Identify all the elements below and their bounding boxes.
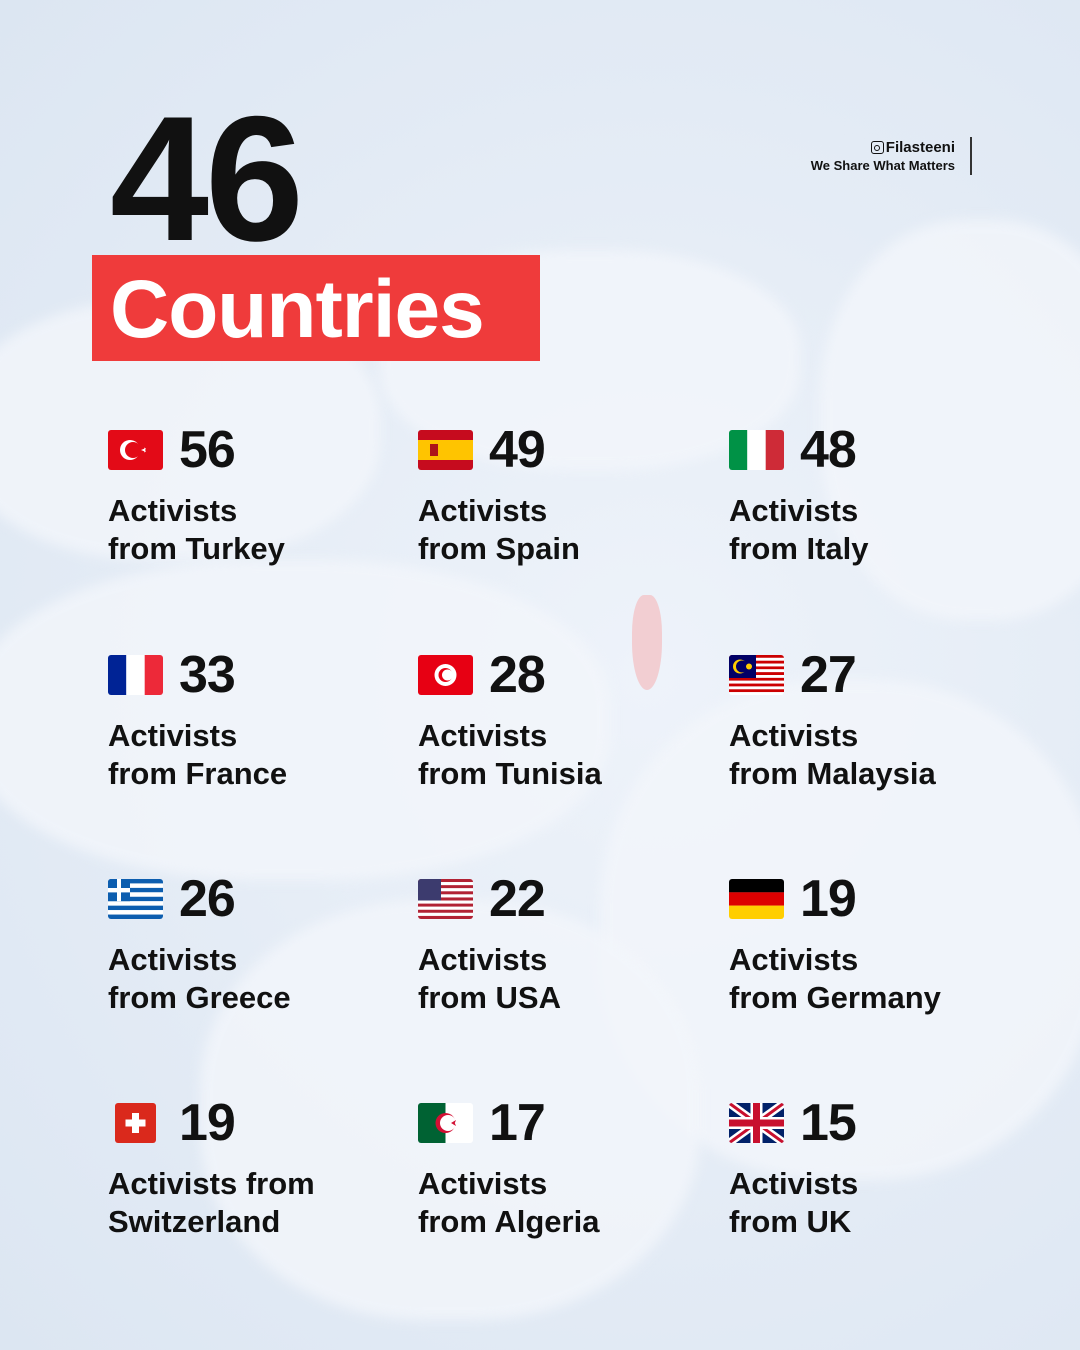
country-item-france: 33 Activists from France (108, 645, 398, 793)
headline-label: Countries (110, 264, 485, 355)
germany-flag-icon (729, 879, 784, 919)
headline-banner: Countries (92, 255, 540, 361)
activist-label: Activists from UK (729, 1166, 859, 1239)
country-item-malaysia: 27 Activists from Malaysia (729, 645, 1019, 793)
activist-count: 22 (489, 870, 546, 928)
activist-count: 19 (800, 870, 857, 928)
brand-tagline: We Share What Matters (810, 158, 955, 173)
country-item-greece: 26 Activists from Greece (108, 869, 398, 1017)
greece-flag-icon (108, 879, 163, 919)
activist-label: Activists from Algeria (418, 1166, 600, 1239)
activist-label: Activists from Malaysia (729, 718, 936, 791)
activist-label: Activists from Italy (729, 493, 869, 566)
activist-count: 26 (179, 870, 236, 928)
activist-label: Activists from Germany (729, 942, 941, 1015)
country-item-germany: 19 Activists from Germany (729, 869, 1019, 1017)
activist-count: 17 (489, 1094, 546, 1152)
activist-count: 49 (489, 421, 546, 479)
turkey-flag-icon (108, 430, 163, 470)
france-flag-icon (108, 655, 163, 695)
country-item-usa: 22 Activists from USA (418, 869, 708, 1017)
activist-label: Activists from Greece (108, 942, 291, 1015)
activist-label: Activists from France (108, 718, 288, 791)
activist-label: Activists from Turkey (108, 493, 285, 566)
activist-label: Activists from Spain (418, 493, 580, 566)
activist-count: 15 (800, 1094, 857, 1152)
usa-flag-icon (418, 879, 473, 919)
tunisia-flag-icon (418, 655, 473, 695)
country-item-spain: 49 Activists from Spain (418, 420, 708, 568)
italy-flag-icon (729, 430, 784, 470)
activist-count: 33 (179, 646, 236, 704)
spain-flag-icon (418, 430, 473, 470)
activist-label: Activists from Tunisia (418, 718, 602, 791)
brand-block: Filasteeni We Share What Matters (811, 139, 955, 173)
activist-count: 19 (179, 1094, 236, 1152)
headline-number: 46 (110, 79, 304, 278)
country-item-tunisia: 28 Activists from Tunisia (418, 645, 708, 793)
instagram-icon (870, 141, 884, 154)
country-item-algeria: 17 Activists from Algeria (418, 1093, 708, 1241)
activist-count: 56 (179, 421, 236, 479)
activist-count: 28 (489, 646, 546, 704)
palestine-map-shape (632, 595, 662, 690)
country-item-switzerland: 19 Activists from Switzerland (108, 1093, 398, 1241)
country-item-italy: 48 Activists from Italy (729, 420, 1019, 568)
brand-handle: Filasteeni (885, 139, 955, 156)
malaysia-flag-icon (729, 655, 784, 695)
country-item-uk: 15 Activists from UK (729, 1093, 1019, 1241)
divider (970, 137, 972, 175)
activist-count: 27 (800, 646, 857, 704)
switzerland-flag-icon (108, 1103, 163, 1143)
uk-flag-icon (729, 1103, 784, 1143)
algeria-flag-icon (418, 1103, 473, 1143)
activist-label: Activists from USA (418, 942, 561, 1015)
activist-label: Activists from Switzerland (108, 1166, 315, 1239)
activist-count: 48 (800, 421, 857, 479)
country-item-turkey: 56 Activists from Turkey (108, 420, 398, 568)
